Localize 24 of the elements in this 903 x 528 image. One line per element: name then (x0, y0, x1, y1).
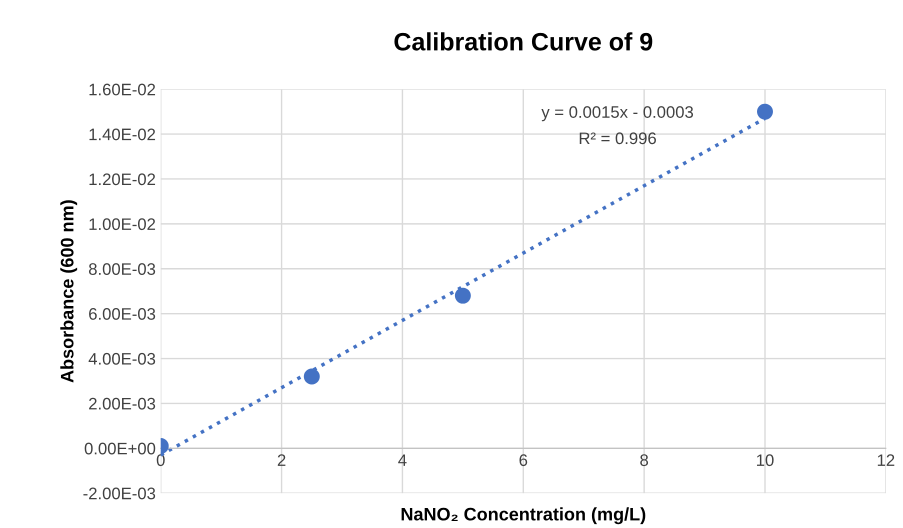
y-tick-label: 1.00E-02 (90, 218, 156, 230)
point (757, 104, 773, 120)
x-axis-title: NaNO₂ Concentration (mg/L) (402, 507, 646, 524)
point (304, 368, 320, 384)
point (454, 288, 471, 304)
y-tick-label: 6.00E-03 (89, 308, 156, 320)
x-tick-label: 10 (756, 454, 774, 466)
y-tick-label: 4.00E-03 (88, 352, 156, 365)
y-tick-label: 1.40E-02 (90, 128, 156, 140)
x-tick-label: 2 (278, 454, 286, 466)
y-tick-label: 1.60E-02 (90, 84, 156, 96)
x-tick-label: 12 (878, 454, 894, 466)
annotation: y = 0.0015x - 0.0003 (541, 106, 694, 122)
x-tick-label: 8 (640, 454, 648, 466)
y-tick-label: 1.20E-02 (90, 173, 156, 186)
y-axis-title: Absorbance (600 nm) (60, 200, 78, 383)
y-tick-label: 8.00E-03 (88, 263, 156, 275)
annotation: R² = 0.996 (580, 132, 656, 144)
x-tick-label: 6 (520, 454, 528, 466)
y-tick-label: 0.00E+00 (84, 442, 156, 454)
x-tick-label: 4 (398, 454, 407, 466)
y-tick-label: 2.00E-03 (89, 398, 156, 410)
chart-title: Calibration Curve of 9 (394, 32, 652, 51)
y-tick-label: -2.00E-03 (83, 488, 156, 500)
